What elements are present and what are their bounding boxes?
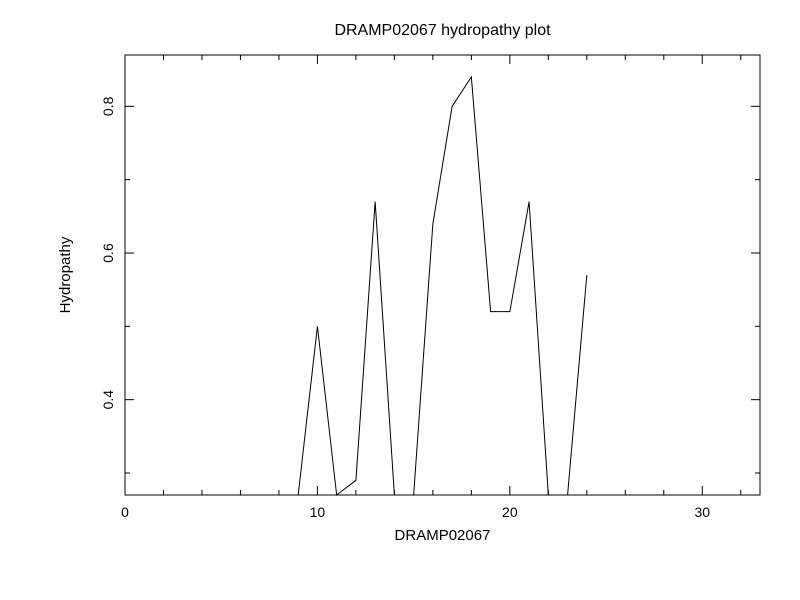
hydropathy-plot: 0 10 20 30 0.4 0.6 0.8 DRAMP02067 hydropathy pl… [0,0,800,600]
chart-title: DRAMP02067 hydropathy plot [334,22,551,39]
chart-container: 0 10 20 30 0.4 0.6 0.8 DRAMP02067 hydropathy pl… [0,0,800,600]
data-line [298,77,587,495]
plot-border [125,55,760,495]
y-tick-label: 0.6 [100,243,116,263]
x-tick-label: 20 [502,504,518,520]
x-tick-label: 30 [694,504,710,520]
y-tick-label: 0.8 [100,96,116,116]
y-tick-label: 0.4 [100,390,116,410]
y-axis-label: Hydropathy [57,236,74,313]
x-tick-label: 0 [121,504,129,520]
x-axis-label: DRAMP02067 [395,527,491,544]
x-tick-label: 10 [310,504,326,520]
